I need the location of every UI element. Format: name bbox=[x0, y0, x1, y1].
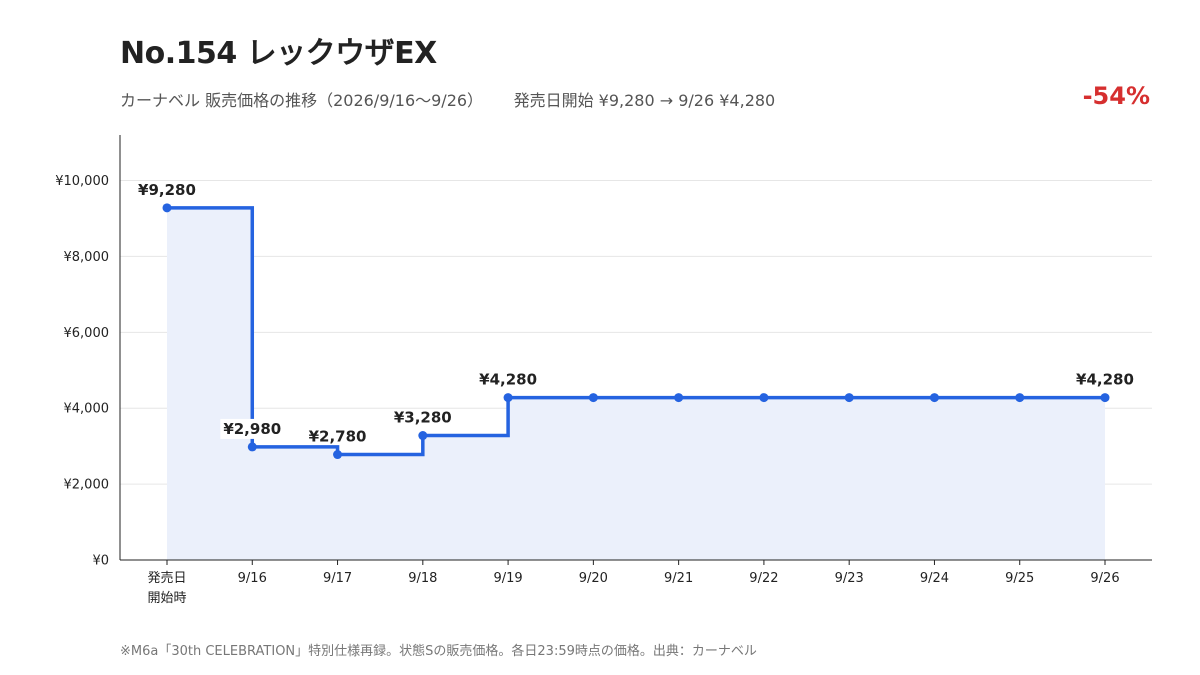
chart-title: No.154 レックウザEX bbox=[120, 36, 437, 71]
x-tick-label: 9/26 bbox=[1090, 571, 1119, 586]
x-tick-label: 9/18 bbox=[408, 571, 437, 586]
data-point bbox=[844, 393, 854, 403]
data-point bbox=[588, 393, 598, 403]
data-label: ¥2,780 bbox=[309, 428, 367, 446]
point-layer bbox=[162, 203, 1110, 460]
y-tick-label: ¥6,000 bbox=[64, 326, 110, 341]
data-label: ¥3,280 bbox=[394, 409, 452, 427]
footnote: ※M6a「30th CELEBRATION」特別仕様再録。状態Sの販売価格。各日… bbox=[120, 644, 757, 659]
axis-layer: ¥0 ¥2,000 ¥4,000 ¥6,000 ¥8,000 ¥10,000 発売日開始時 9… bbox=[55, 135, 1152, 606]
y-tick-label: ¥2,000 bbox=[64, 478, 110, 493]
x-tick-label: 9/22 bbox=[749, 571, 778, 586]
data-point bbox=[1100, 393, 1110, 403]
data-point bbox=[333, 450, 343, 460]
x-tick-label: 9/17 bbox=[323, 571, 352, 586]
series-line bbox=[167, 206, 1105, 457]
x-tick-label: 9/24 bbox=[920, 571, 949, 586]
data-point bbox=[759, 393, 769, 403]
data-point bbox=[247, 442, 257, 452]
x-tick-label: 9/19 bbox=[493, 571, 522, 586]
data-point bbox=[503, 393, 513, 403]
x-tick-label: 9/20 bbox=[579, 571, 608, 586]
x-tick-label: 発売日開始時 bbox=[147, 570, 186, 606]
x-tick-label: 9/23 bbox=[835, 571, 864, 586]
y-tick-label: ¥8,000 bbox=[64, 250, 110, 265]
x-tick-label: 9/16 bbox=[238, 571, 267, 586]
data-label-background bbox=[220, 418, 285, 439]
chart-subtitle: カーナベル 販売価格の推移（2026/9/16〜9/26） 発売日開始 ¥9,2… bbox=[120, 87, 775, 111]
data-point bbox=[162, 203, 172, 213]
price-change-badge: -54% bbox=[1082, 82, 1150, 110]
data-point bbox=[1015, 393, 1025, 403]
y-tick-label: ¥0 bbox=[92, 554, 109, 569]
x-tick-label: 9/25 bbox=[1005, 571, 1034, 586]
data-point bbox=[418, 431, 428, 441]
label-layer: ¥9,280 ¥2,980 ¥2,780 ¥3,280 ¥4,280 ¥4,280 bbox=[138, 181, 1134, 446]
x-tick-label: 9/21 bbox=[664, 571, 693, 586]
data-label: ¥2,980 bbox=[223, 420, 281, 438]
y-tick-label: ¥4,000 bbox=[64, 402, 110, 417]
summary-text: 発売日開始 ¥9,280 → 9/26 ¥4,280 bbox=[513, 91, 776, 110]
data-label: ¥4,280 bbox=[1076, 371, 1134, 389]
subtitle-text: カーナベル 販売価格の推移（2026/9/16〜9/26） bbox=[120, 91, 484, 110]
line-layer bbox=[167, 206, 1105, 457]
data-point bbox=[674, 393, 684, 403]
area-layer bbox=[167, 207, 1105, 560]
y-tick-label: ¥10,000 bbox=[55, 174, 109, 189]
data-point bbox=[929, 393, 939, 403]
data-label: ¥9,280 bbox=[138, 181, 196, 199]
area-fill bbox=[167, 207, 1105, 560]
data-label: ¥4,280 bbox=[479, 371, 537, 389]
